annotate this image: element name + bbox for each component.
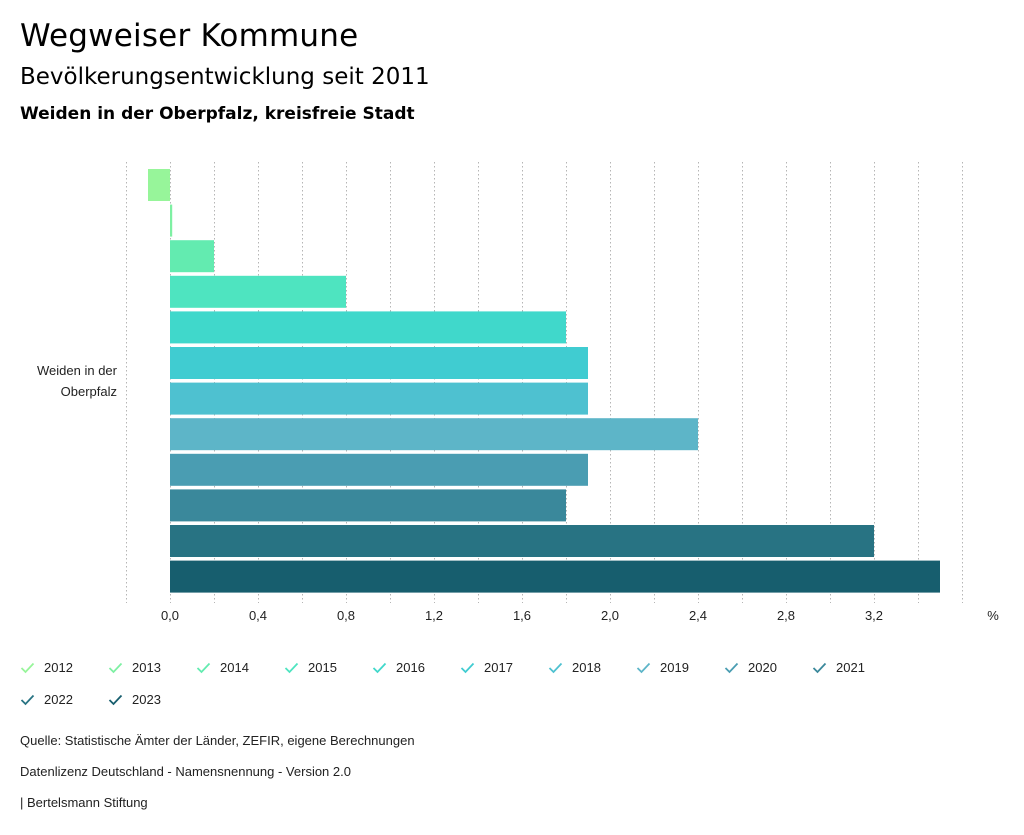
legend-label: 2015	[308, 660, 337, 675]
category-label-line-1: Weiden in der	[37, 363, 118, 378]
legend-item-2018[interactable]: 2018	[548, 660, 601, 675]
legend-label: 2017	[484, 660, 513, 675]
checkmark-icon	[548, 662, 563, 673]
chart-bars	[148, 169, 940, 593]
legend-item-2019[interactable]: 2019	[636, 660, 689, 675]
checkmark-icon	[196, 662, 211, 673]
legend-item-2017[interactable]: 2017	[460, 660, 513, 675]
bar-2017[interactable]	[170, 347, 588, 379]
region-label: Weiden in der Oberpfalz, kreisfreie Stad…	[20, 104, 415, 124]
legend-label: 2014	[220, 660, 249, 675]
checkmark-icon	[724, 662, 739, 673]
checkmark-icon	[20, 662, 35, 673]
bar-2012[interactable]	[148, 169, 170, 201]
x-tick-label: 2,8	[777, 608, 795, 623]
checkmark-icon	[636, 662, 651, 673]
chart-subtitle: Bevölkerungsentwicklung seit 2011	[20, 64, 430, 90]
x-tick-label: 0,0	[161, 608, 179, 623]
bar-2023[interactable]	[170, 560, 940, 593]
x-tick-label: 3,2	[865, 608, 883, 623]
legend-label: 2012	[44, 660, 73, 675]
legend-item-2023[interactable]: 2023	[108, 692, 161, 707]
legend-item-2020[interactable]: 2020	[724, 660, 777, 675]
checkmark-icon	[20, 694, 35, 705]
checkmark-icon	[460, 662, 475, 673]
bar-2015[interactable]	[170, 275, 346, 308]
page-title: Wegweiser Kommune	[20, 18, 359, 54]
x-tick-label: 1,2	[425, 608, 443, 623]
legend-label: 2022	[44, 692, 73, 707]
bar-2021[interactable]	[170, 489, 566, 522]
source-note: Quelle: Statistische Ämter der Länder, Z…	[20, 733, 415, 748]
bar-2014[interactable]	[170, 240, 214, 273]
credit-note: | Bertelsmann Stiftung	[20, 795, 148, 810]
bar-2022[interactable]	[170, 525, 874, 557]
x-tick-label: 0,4	[249, 608, 267, 623]
legend-label: 2018	[572, 660, 601, 675]
legend-label: 2013	[132, 660, 161, 675]
x-tick-label: 2,4	[689, 608, 707, 623]
x-axis-ticks: 0,0 0,4 0,8 1,2 1,6 2,0 2,4 2,8 3,2	[161, 608, 883, 623]
legend-label: 2021	[836, 660, 865, 675]
legend-item-2016[interactable]: 2016	[372, 660, 425, 675]
checkmark-icon	[372, 662, 387, 673]
x-tick-label: 0,8	[337, 608, 355, 623]
legend-label: 2016	[396, 660, 425, 675]
bar-2020[interactable]	[170, 453, 588, 486]
legend-item-2021[interactable]: 2021	[812, 660, 865, 675]
license-note: Datenlizenz Deutschland - Namensnennung …	[20, 764, 351, 779]
checkmark-icon	[284, 662, 299, 673]
legend-label: 2019	[660, 660, 689, 675]
bar-2019[interactable]	[170, 418, 698, 451]
legend-item-2022[interactable]: 2022	[20, 692, 73, 707]
legend-item-2012[interactable]: 2012	[20, 660, 73, 675]
checkmark-icon	[812, 662, 827, 673]
legend-item-2014[interactable]: 2014	[196, 660, 249, 675]
bar-2016[interactable]	[170, 311, 566, 344]
bar-2013[interactable]	[170, 204, 173, 237]
x-tick-label: 2,0	[601, 608, 619, 623]
legend-item-2015[interactable]: 2015	[284, 660, 337, 675]
chart-grid	[126, 162, 963, 603]
legend-item-2013[interactable]: 2013	[108, 660, 161, 675]
bar-chart: 0,0 0,4 0,8 1,2 1,6 2,0 2,4 2,8 3,2 % Weiden in …	[37, 162, 999, 623]
legend-label: 2020	[748, 660, 777, 675]
x-tick-label: 1,6	[513, 608, 531, 623]
category-label-line-2: Oberpfalz	[61, 384, 117, 399]
x-axis-unit: %	[987, 608, 999, 623]
checkmark-icon	[108, 694, 123, 705]
legend-label: 2023	[132, 692, 161, 707]
bar-2018[interactable]	[170, 382, 588, 415]
checkmark-icon	[108, 662, 123, 673]
